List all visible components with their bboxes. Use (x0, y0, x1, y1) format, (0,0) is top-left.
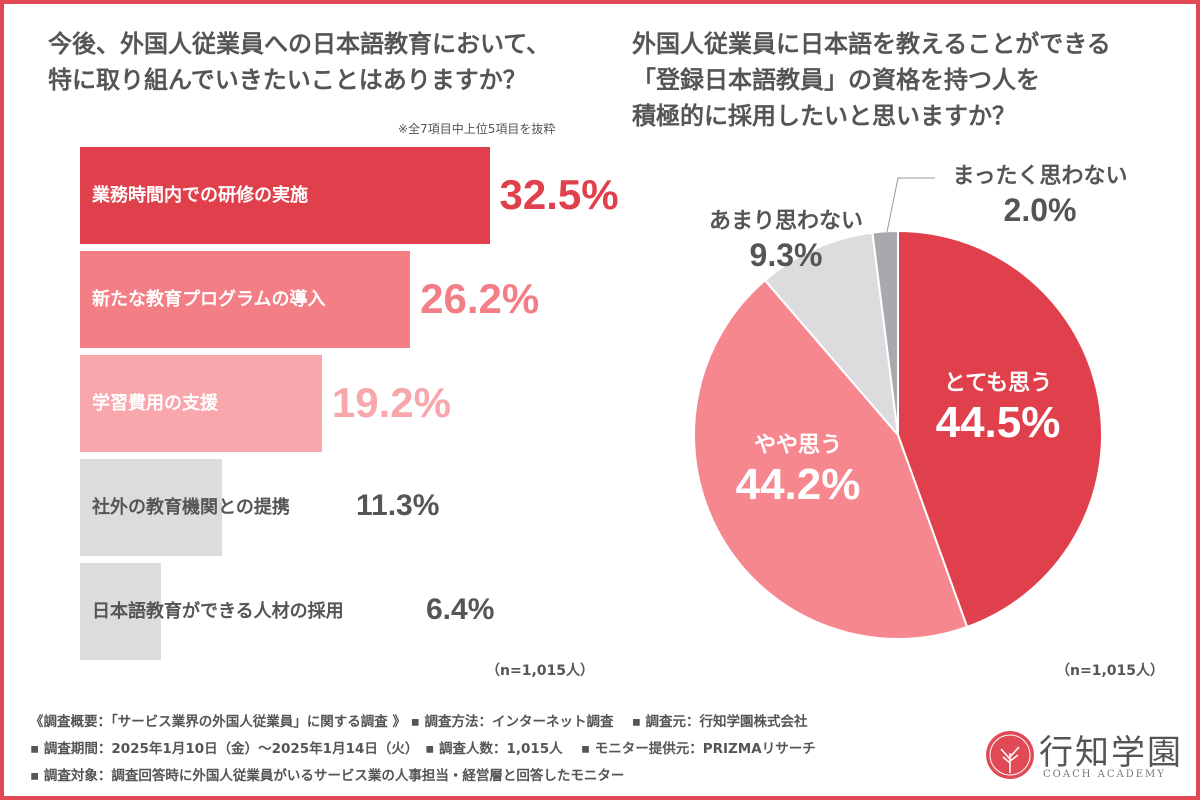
bar-label: 日本語教育ができる人材の採用 (92, 601, 344, 622)
pie-label: やや思う 44.2% (688, 432, 908, 510)
bar (80, 355, 322, 452)
bar-value-label: 6.4% (426, 593, 495, 626)
pie-slice (871, 229, 899, 436)
pie-slice (763, 231, 900, 439)
pie-value: 44.2% (735, 460, 861, 509)
bar-label: 新たな教育プログラムの導入 (92, 289, 326, 310)
pie-category: まったく思わない (952, 164, 1128, 189)
bar-value-label: 11.3% (356, 489, 440, 522)
left-sample-size: （n=1,015人） (486, 663, 594, 679)
pie-slice (693, 278, 969, 641)
right-title-line1: 外国人従業員に日本語を教えることができる (632, 30, 1111, 58)
bar-label: 社外の教育機関との提携 (92, 497, 290, 518)
bar-value-label: 19.2% (331, 379, 451, 426)
right-title: 外国人従業員に日本語を教えることができる 「登録日本語教員」の資格を持つ人を 積… (632, 26, 1111, 134)
pie-value: 2.0% (1003, 192, 1077, 228)
right-title-line3: 積極的に採用したいと思いますか？ (632, 102, 1016, 130)
bar (80, 563, 161, 660)
footer-line3: ▪ 調査対象：調査回答時に外国人従業員がいるサービス業の人事担当・経営層と回答し… (30, 768, 625, 784)
leader-line (886, 177, 935, 233)
pie-label: とても思う 44.5% (888, 370, 1108, 448)
note: ※全7項目中上位5項目を抜粋 (398, 122, 556, 136)
pie-slice (897, 229, 1104, 629)
pie-category: とても思う (943, 371, 1053, 396)
footer-line1: 《調査概要：「サービス業界の外国人従業員」に関する調査 》 ▪ 調査方法：インタ… (30, 714, 808, 730)
footer-line2: ▪ 調査期間：2025年1月10日（金）～2025年1月14日（火） ▪ 調査人… (30, 741, 816, 757)
pie-label: まったく思わない 2.0% (930, 163, 1150, 229)
left-title-line1: 今後、外国人従業員への日本語教育において、 (48, 30, 551, 58)
right-sample-size: （n=1,015人） (1056, 663, 1164, 679)
pie-category: やや思う (753, 433, 842, 458)
pie-value: 44.5% (935, 398, 1061, 447)
bar (80, 147, 490, 244)
left-title: 今後、外国人従業員への日本語教育において、 特に取り組んでいきたいことはあります… (48, 26, 550, 98)
bar-value-label: 32.5% (499, 171, 619, 218)
left-title-line2: 特に取り組んでいきたいことはありますか？ (48, 66, 527, 94)
pie-label: あまり思わない 9.3% (676, 208, 896, 274)
bar-label: 業務時間内での研修の実施 (92, 185, 308, 206)
right-title-line2: 「登録日本語教員」の資格を持つ人を (632, 66, 1040, 94)
tree-seal-icon (986, 731, 1034, 779)
pie-category: あまり思わない (708, 209, 863, 234)
bar (80, 459, 223, 556)
bar-value-label: 26.2% (420, 275, 540, 322)
logo: 行知学園 COACH ACADEMY (985, 727, 1185, 787)
pie-value: 9.3% (749, 237, 823, 273)
bar (80, 251, 411, 348)
bar-label: 学習費用の支援 (92, 393, 218, 414)
